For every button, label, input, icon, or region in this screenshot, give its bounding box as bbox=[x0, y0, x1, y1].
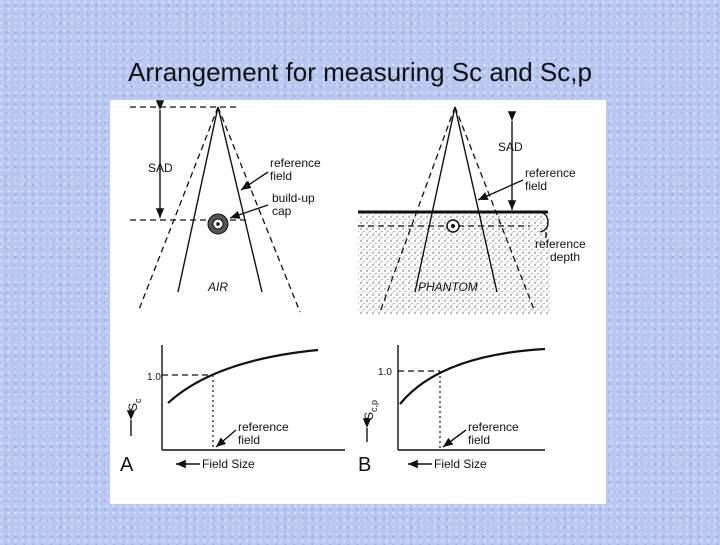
y-symbol: S bbox=[126, 403, 140, 411]
sad-label: SAD bbox=[498, 140, 523, 154]
reference-field-label: reference bbox=[238, 420, 289, 434]
panel-a-setup bbox=[130, 100, 301, 313]
build-up-cap-label: cap bbox=[272, 204, 292, 218]
reference-field-label: field bbox=[468, 433, 490, 447]
y-subscript: c,p bbox=[369, 400, 379, 412]
reference-field-label: field bbox=[270, 169, 292, 183]
panel-b-setup bbox=[358, 106, 550, 314]
y-tick-label: 1.0 bbox=[378, 367, 392, 378]
y-tick-label: 1.0 bbox=[147, 372, 161, 383]
reference-field-label: reference bbox=[468, 420, 519, 434]
reference-depth-label: depth bbox=[550, 250, 580, 264]
title: Arrangement for measuring Sc and Sc,p bbox=[128, 57, 592, 87]
reference-field-label: field bbox=[238, 433, 260, 447]
graph-b bbox=[362, 345, 546, 469]
x-axis-label: Field Size bbox=[434, 457, 487, 471]
y-axis-label: Sc,p bbox=[362, 400, 379, 420]
y-axis-label: Sc bbox=[126, 398, 143, 411]
y-symbol: S bbox=[362, 412, 376, 420]
reference-field-label: reference bbox=[270, 156, 321, 170]
x-axis-label: Field Size bbox=[202, 457, 255, 471]
reference-field-label: reference bbox=[525, 166, 576, 180]
reference-field-label: field bbox=[525, 179, 547, 193]
medium-label: AIR bbox=[207, 280, 228, 294]
sad-label: SAD bbox=[148, 161, 173, 175]
panel-letter: A bbox=[120, 454, 134, 476]
graph-a bbox=[126, 345, 345, 469]
medium-label: PHANTOM bbox=[418, 280, 478, 294]
panel-letter: B bbox=[358, 454, 371, 476]
y-subscript: c bbox=[133, 398, 143, 403]
build-up-cap-label: build-up bbox=[272, 191, 315, 205]
reference-depth-label: reference bbox=[535, 237, 586, 251]
